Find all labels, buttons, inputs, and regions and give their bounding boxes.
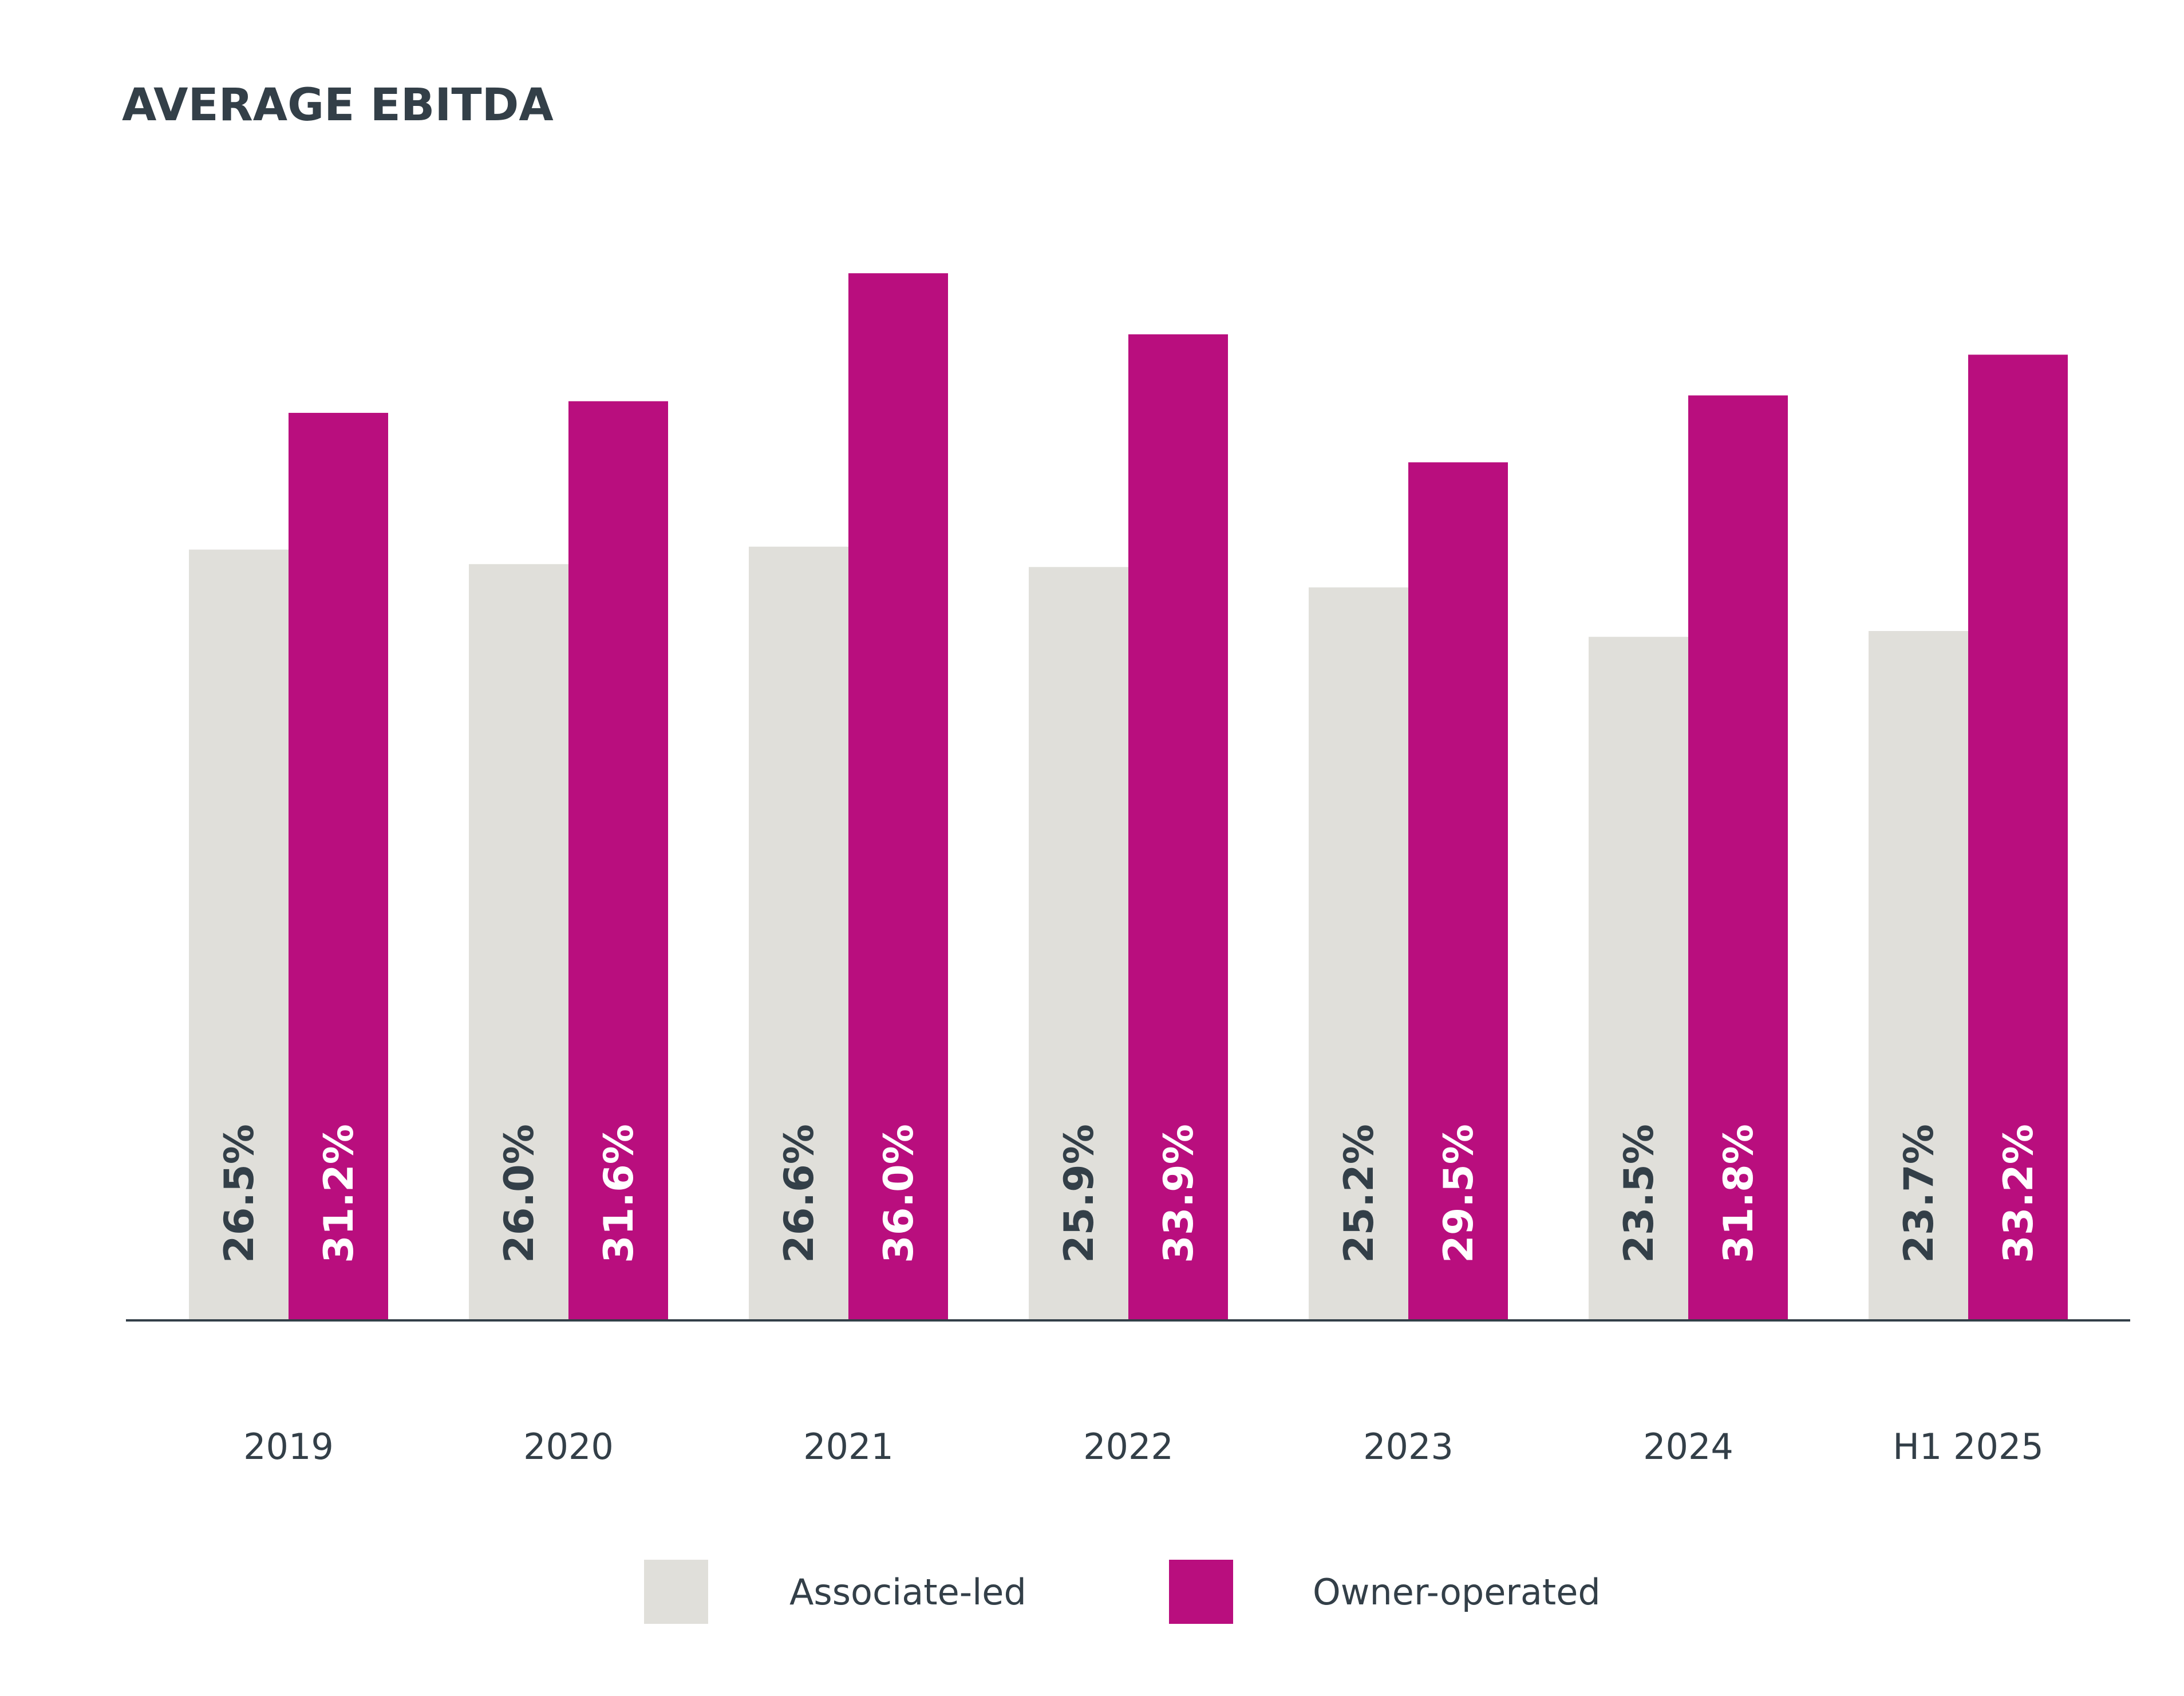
bar-associate-led-2020 xyxy=(469,564,568,1321)
bar-owner-operated-2020 xyxy=(568,401,668,1320)
bar-associate-led-2024 xyxy=(1589,637,1688,1320)
data-label: 33.9% xyxy=(1155,1124,1202,1263)
x-tick-label: H1 2025 xyxy=(1893,1426,2044,1468)
bar-owner-operated-2022 xyxy=(1128,334,1228,1320)
x-tick-label: 2022 xyxy=(1083,1426,1174,1468)
data-label: 23.7% xyxy=(1895,1124,1942,1263)
data-label: 36.0% xyxy=(875,1124,922,1263)
data-label: 31.8% xyxy=(1715,1124,1762,1263)
data-label: 31.2% xyxy=(315,1124,362,1263)
data-label: 31.6% xyxy=(595,1124,642,1263)
data-label: 26.0% xyxy=(496,1124,543,1263)
legend-swatch-owner-operated xyxy=(1169,1560,1233,1624)
bar-associate-led-2023 xyxy=(1309,587,1408,1320)
bar-associate-led-2019 xyxy=(189,549,289,1320)
x-axis-tick-labels: 2019 2020 2021 2022 2023 2024 H1 2025 xyxy=(243,1426,2044,1468)
bar-associate-led-2022 xyxy=(1029,567,1128,1320)
bar-owner-operated-2019 xyxy=(289,413,388,1320)
bar-associate-led-2021 xyxy=(749,546,848,1320)
data-label: 23.5% xyxy=(1616,1124,1662,1263)
bar-owner-operated-2021 xyxy=(848,273,948,1321)
legend-label-associate-led: Associate-led xyxy=(789,1571,1026,1613)
data-label: 26.5% xyxy=(216,1124,263,1263)
bar-owner-operated-2024 xyxy=(1688,395,1788,1320)
data-label: 26.6% xyxy=(776,1124,823,1263)
x-tick-label: 2023 xyxy=(1363,1426,1454,1468)
bar-owner-operated-h1-2025 xyxy=(1968,354,2068,1321)
data-label: 25.2% xyxy=(1336,1124,1383,1263)
bar-associate-led-h1-2025 xyxy=(1869,631,1968,1320)
data-label: 29.5% xyxy=(1435,1124,1482,1263)
chart-title: AVERAGE EBITDA xyxy=(122,80,554,131)
legend-swatch-associate-led xyxy=(644,1560,708,1624)
data-label: 25.9% xyxy=(1056,1124,1103,1263)
data-label: 33.2% xyxy=(1995,1124,2042,1263)
x-tick-label: 2020 xyxy=(523,1426,614,1468)
legend-label-owner-operated: Owner-operated xyxy=(1313,1571,1601,1613)
x-tick-label: 2021 xyxy=(803,1426,894,1468)
bar-owner-operated-2023 xyxy=(1408,462,1508,1320)
x-tick-label: 2024 xyxy=(1643,1426,1733,1468)
bars-group: 26.5% 31.2% 26.0% 31.6% 26.6% 36.0% 25.9% 33.9%… xyxy=(189,273,2068,1321)
x-tick-label: 2019 xyxy=(243,1426,334,1468)
legend: Associate-led Owner-operated xyxy=(644,1560,1601,1624)
